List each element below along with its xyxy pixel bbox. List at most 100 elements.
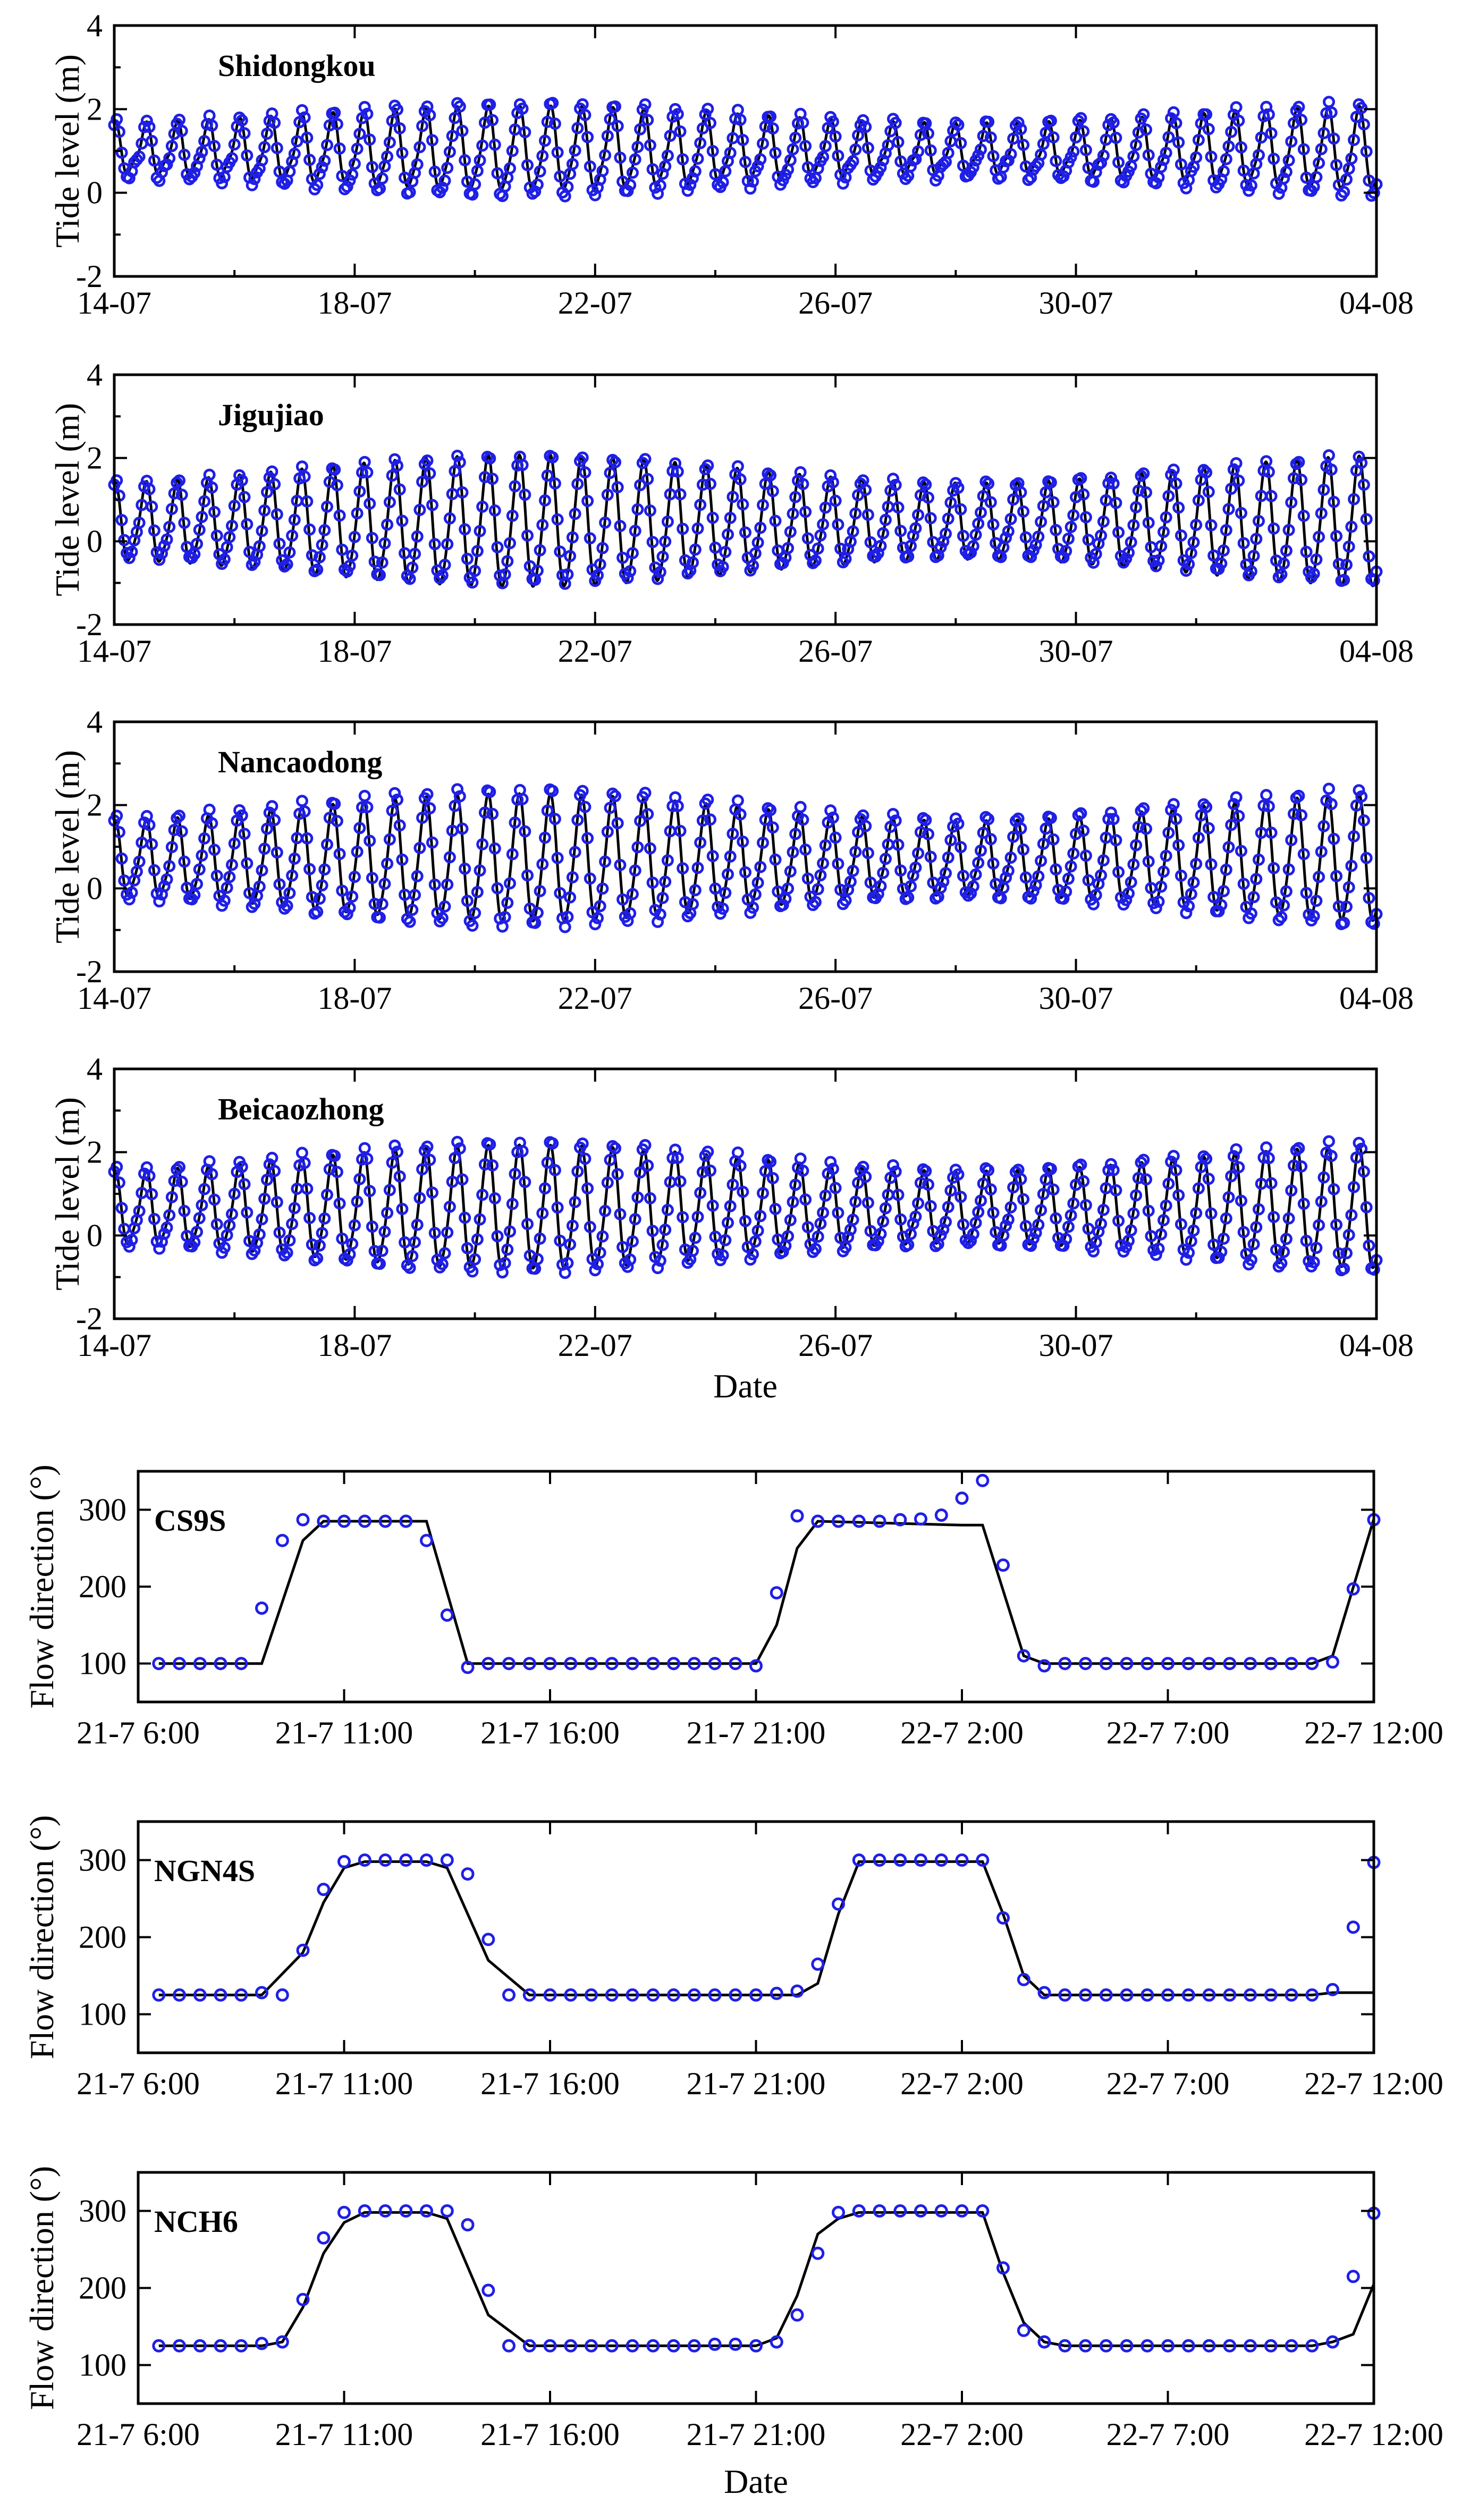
observed-point	[1265, 1177, 1278, 1190]
observed-point	[516, 793, 529, 805]
observed-point	[739, 526, 751, 539]
observed-point	[1065, 151, 1077, 164]
observed-point	[343, 901, 356, 914]
observed-point	[198, 1183, 211, 1195]
observed-point	[386, 114, 399, 127]
observed-point	[1310, 171, 1323, 183]
observed-point	[744, 182, 757, 195]
observed-point	[940, 1216, 952, 1228]
y-tick-label: 4	[87, 704, 103, 739]
observed-point	[1338, 574, 1350, 586]
observed-point	[1160, 147, 1172, 159]
observed-point	[889, 478, 902, 491]
observed-point	[456, 822, 469, 835]
observed-point	[819, 501, 832, 514]
observed-point	[581, 495, 594, 507]
observed-point	[241, 857, 254, 870]
observed-point	[383, 1184, 396, 1196]
observed-point	[887, 473, 899, 485]
observed-point	[1278, 1245, 1290, 1258]
observed-point	[258, 141, 271, 154]
observed-point	[671, 465, 684, 478]
observed-point	[1097, 515, 1110, 528]
observed-point	[879, 853, 892, 865]
observed-point	[809, 896, 822, 908]
observed-point	[719, 887, 732, 899]
observed-point	[659, 535, 672, 548]
observed-point	[396, 1203, 409, 1215]
observed-point	[348, 1219, 361, 1232]
observed-point	[388, 1139, 401, 1152]
observed-point	[1315, 845, 1328, 858]
observed-point	[940, 527, 952, 540]
observed-point	[687, 898, 699, 911]
observed-point	[794, 800, 807, 813]
observed-point	[421, 1140, 434, 1153]
observed-point	[1185, 546, 1197, 559]
observed-point	[849, 507, 862, 520]
observed-point	[1035, 148, 1047, 161]
observed-point	[361, 1152, 374, 1165]
observed-point	[1223, 1988, 1237, 2002]
observed-point	[1112, 1215, 1125, 1227]
observed-point	[506, 1198, 519, 1210]
observed-point	[168, 824, 181, 836]
observed-point	[1120, 1988, 1134, 2002]
observed-point	[1205, 519, 1218, 532]
observed-point	[351, 845, 364, 858]
observed-point	[1212, 1251, 1225, 1264]
observed-point	[504, 877, 516, 890]
observed-point	[671, 1151, 684, 1164]
observed-point	[459, 1211, 471, 1224]
observed-point	[1187, 1224, 1200, 1237]
observed-point	[443, 146, 456, 158]
observed-point	[1357, 478, 1370, 491]
x-tick-label: 21-7 6:00	[77, 2417, 200, 2452]
observed-point	[424, 802, 436, 815]
observed-point	[196, 849, 208, 862]
observed-point	[466, 1265, 479, 1278]
observed-point	[1292, 100, 1305, 113]
observed-point	[318, 524, 331, 536]
observed-point	[436, 181, 449, 194]
observed-point	[1220, 1212, 1232, 1225]
observed-point	[1162, 490, 1175, 502]
observed-point	[987, 150, 1000, 163]
observed-point	[441, 1226, 454, 1239]
observed-point	[1180, 1253, 1193, 1266]
observed-point	[731, 794, 744, 807]
observed-point	[1037, 2335, 1051, 2349]
observed-point	[919, 814, 932, 827]
observed-point	[624, 565, 637, 578]
observed-point	[1313, 871, 1325, 883]
observed-point	[1082, 534, 1095, 546]
observed-point	[1313, 1219, 1325, 1232]
observed-point	[1019, 1220, 1032, 1233]
observed-point	[751, 536, 764, 549]
observed-point	[631, 1191, 644, 1204]
observed-point	[438, 559, 451, 571]
observed-point	[173, 1988, 186, 2002]
x-tick-label: 14-07	[77, 981, 151, 1016]
observed-point	[1158, 526, 1170, 538]
observed-point	[303, 154, 316, 166]
observed-point	[339, 183, 351, 196]
x-tick-label: 18-07	[317, 981, 392, 1016]
x-tick-label: 04-08	[1339, 634, 1414, 669]
observed-point	[1172, 501, 1185, 514]
observed-point	[125, 1234, 138, 1246]
observed-point	[1040, 1173, 1052, 1186]
observed-point	[481, 1657, 495, 1671]
observed-point	[1265, 490, 1278, 502]
observed-point	[982, 813, 995, 825]
observed-point	[1035, 1204, 1047, 1217]
observed-point	[341, 908, 353, 921]
observed-point	[554, 887, 567, 899]
observed-point	[566, 158, 579, 171]
observed-point	[585, 2339, 598, 2353]
observed-point	[548, 813, 561, 825]
observed-point	[599, 1204, 612, 1217]
observed-point	[364, 133, 376, 146]
observed-point	[1044, 476, 1057, 489]
